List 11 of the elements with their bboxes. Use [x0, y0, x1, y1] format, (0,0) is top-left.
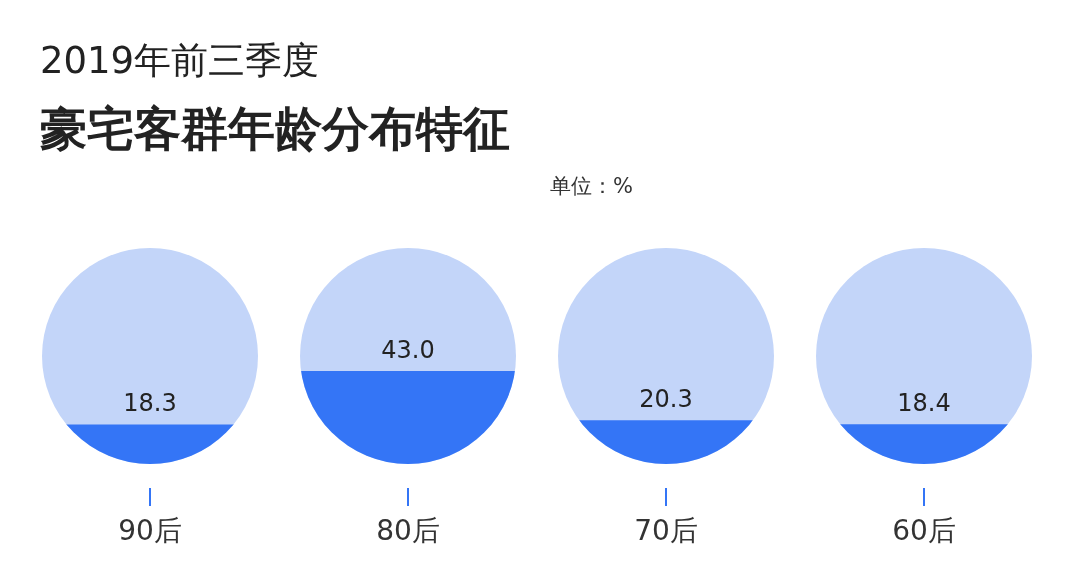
x-tick-label: 90后 — [118, 514, 182, 547]
data-label: 18.3 — [123, 389, 177, 418]
data-label: 18.4 — [897, 389, 951, 418]
data-label: 20.3 — [639, 385, 693, 414]
x-tick-label: 80后 — [376, 514, 440, 547]
text: 单位：% — [550, 173, 633, 200]
x-tick-label: 70后 — [634, 514, 698, 547]
chart-subtitle: 豪宅客群年龄分布特征 — [40, 100, 510, 158]
data-label: 43.0 — [381, 336, 435, 365]
chart-title: 2019年前三季度 — [40, 38, 320, 84]
x-tick-label: 60后 — [892, 514, 956, 547]
